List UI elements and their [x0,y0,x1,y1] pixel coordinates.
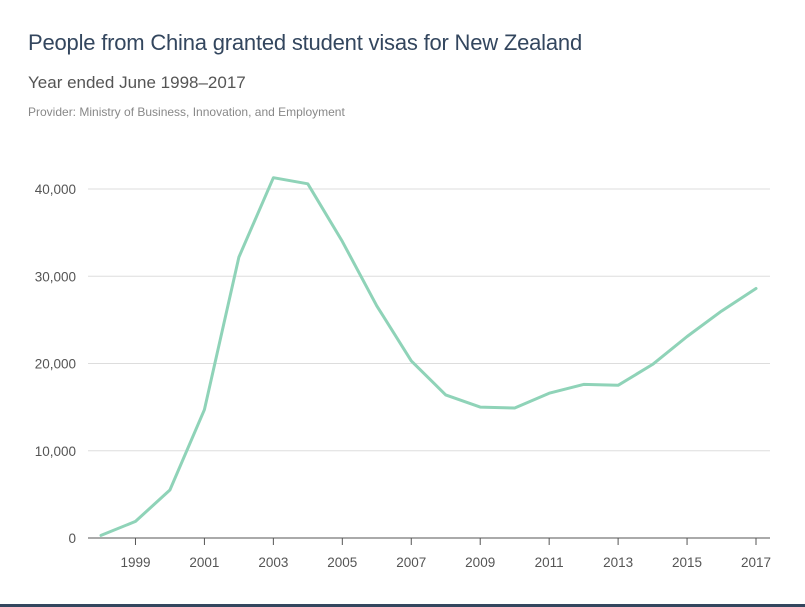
y-tick-label: 0 [68,531,76,546]
x-axis: 1999 2001 2003 2005 2007 2009 2011 2013 2015 2017 [88,537,771,570]
series-group [99,176,758,537]
y-tick-label: 40,000 [35,182,76,197]
x-tick-label: 2001 [189,555,219,570]
y-tick-label: 30,000 [35,269,76,284]
x-tick-label: 1999 [120,555,150,570]
y-tick-label: 20,000 [35,357,76,372]
data-point [617,384,620,387]
x-tick-label: 2005 [327,555,357,570]
data-point [651,363,654,366]
data-point [100,534,103,537]
y-axis-ticks: 0 10,000 20,000 30,000 40,000 [35,182,76,546]
chart-title: People from China granted student visas … [28,30,582,55]
y-tick-label: 10,000 [35,444,76,459]
data-point [134,520,137,523]
x-tick-label: 2013 [603,555,633,570]
data-point [410,359,413,362]
chart-subtitle: Year ended June 1998–2017 [28,73,246,92]
x-tick-label: 2015 [672,555,702,570]
bottom-rule [0,604,805,607]
gridlines [88,188,770,452]
data-point [168,489,171,492]
x-tick-label: 2007 [396,555,426,570]
x-tick-label: 2003 [258,555,288,570]
data-point [513,406,516,409]
x-tick-label: 2017 [741,555,771,570]
data-point [444,393,447,396]
data-point [203,408,206,411]
data-point [341,240,344,243]
series-line [99,176,758,537]
data-point [237,256,240,259]
data-point [479,406,482,409]
data-point [548,392,551,395]
x-tick-label: 2009 [465,555,495,570]
data-point [720,310,723,313]
data-point [375,304,378,307]
data-provider: Provider: Ministry of Business, Innovati… [28,105,345,119]
data-point [582,383,585,386]
data-point [272,176,275,179]
data-point [686,335,689,338]
data-point [755,287,758,290]
data-point [306,182,309,185]
x-tick-label: 2011 [535,555,564,570]
